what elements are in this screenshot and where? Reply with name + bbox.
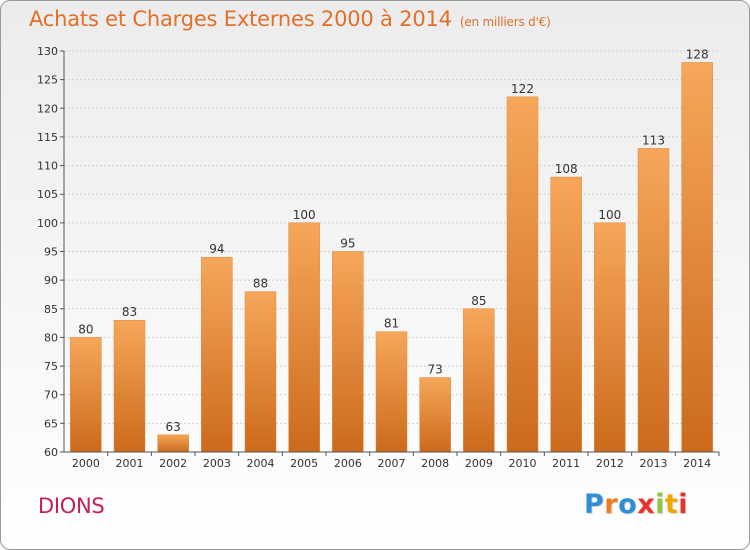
bar-value-label: 81 <box>384 317 399 331</box>
y-tick-label: 75 <box>44 360 58 373</box>
y-tick-label: 95 <box>44 246 58 259</box>
bar <box>244 291 277 453</box>
logo-letter: i <box>678 489 689 520</box>
bar-value-label: 100 <box>598 208 621 222</box>
y-tick-label: 110 <box>37 160 58 173</box>
bar <box>550 176 582 453</box>
x-tick-label: 2014 <box>683 457 711 470</box>
x-tick-label: 2003 <box>203 457 231 470</box>
y-tick-label: 65 <box>44 417 58 430</box>
x-tick-label: 2004 <box>247 457 275 470</box>
bar-value-label: 83 <box>122 305 137 319</box>
chart-title-text: Achats et Charges Externes 2000 à 2014 <box>29 7 452 31</box>
x-tick-label: 2001 <box>116 457 144 470</box>
y-tick-label: 90 <box>44 274 58 287</box>
bar-value-label: 95 <box>340 237 355 251</box>
y-tick-label: 60 <box>44 446 58 459</box>
bar-value-label: 108 <box>555 162 578 176</box>
bar-value-label: 113 <box>642 133 665 147</box>
bar <box>201 256 233 453</box>
chart-title: Achats et Charges Externes 2000 à 2014 (e… <box>29 7 551 31</box>
x-tick-label: 2013 <box>640 457 668 470</box>
x-tick-label: 2011 <box>552 457 580 470</box>
bar <box>637 148 670 453</box>
logo-letter: t <box>664 489 679 520</box>
place-name: DIONS <box>38 494 105 518</box>
x-tick-label: 2008 <box>421 457 449 470</box>
x-tick-label: 2000 <box>72 457 100 470</box>
bar-value-label: 73 <box>428 363 443 377</box>
logo-letter: r <box>604 489 619 520</box>
bar-value-label: 88 <box>253 277 268 291</box>
bar-value-label: 122 <box>511 82 534 96</box>
y-tick-label: 120 <box>37 102 58 115</box>
bar <box>70 337 102 453</box>
bar <box>113 319 146 453</box>
y-tick-label: 125 <box>37 74 58 87</box>
x-tick-label: 2010 <box>509 457 537 470</box>
y-tick-label: 85 <box>44 303 58 316</box>
bar <box>419 377 451 453</box>
y-tick-label: 80 <box>44 331 58 344</box>
y-tick-label: 100 <box>37 217 58 230</box>
bar-value-label: 80 <box>78 322 93 336</box>
y-tick-label: 115 <box>37 131 58 144</box>
y-tick-label: 130 <box>37 45 58 58</box>
chart-unit: (en milliers d'€) <box>459 15 551 29</box>
logo-letter: o <box>618 489 638 520</box>
x-tick-label: 2002 <box>159 457 187 470</box>
bar <box>157 434 189 453</box>
axes: 60 65 70 75 80 85 90 95 100 105 110 115 120 125 130 200… <box>37 45 720 470</box>
x-tick-label: 2006 <box>334 457 362 470</box>
bar <box>463 308 495 453</box>
bar <box>332 251 364 453</box>
logo-letter: P <box>584 489 605 520</box>
bar-value-label: 128 <box>686 47 709 61</box>
bars: 80 83 63 94 88 100 95 81 73 85 122 108 100 113 128 <box>70 47 713 453</box>
bar <box>594 222 626 453</box>
x-tick-label: 2005 <box>290 457 318 470</box>
bar <box>375 331 408 453</box>
x-tick-label: 2007 <box>378 457 406 470</box>
y-tick-label: 70 <box>44 389 58 402</box>
proxiti-logo: Proxiti <box>584 489 688 520</box>
logo-letter: x <box>637 489 656 520</box>
bar-value-label: 100 <box>293 208 316 222</box>
logo-letter: i <box>655 489 665 520</box>
x-tick-label: 2012 <box>596 457 624 470</box>
y-tick-label: 105 <box>37 188 58 201</box>
bar <box>288 222 320 453</box>
bar-value-label: 94 <box>209 242 224 256</box>
x-tick-label: 2009 <box>465 457 493 470</box>
bar <box>681 62 713 453</box>
bar-value-label: 85 <box>471 294 486 308</box>
bar-value-label: 63 <box>166 420 181 434</box>
bar <box>506 96 539 453</box>
